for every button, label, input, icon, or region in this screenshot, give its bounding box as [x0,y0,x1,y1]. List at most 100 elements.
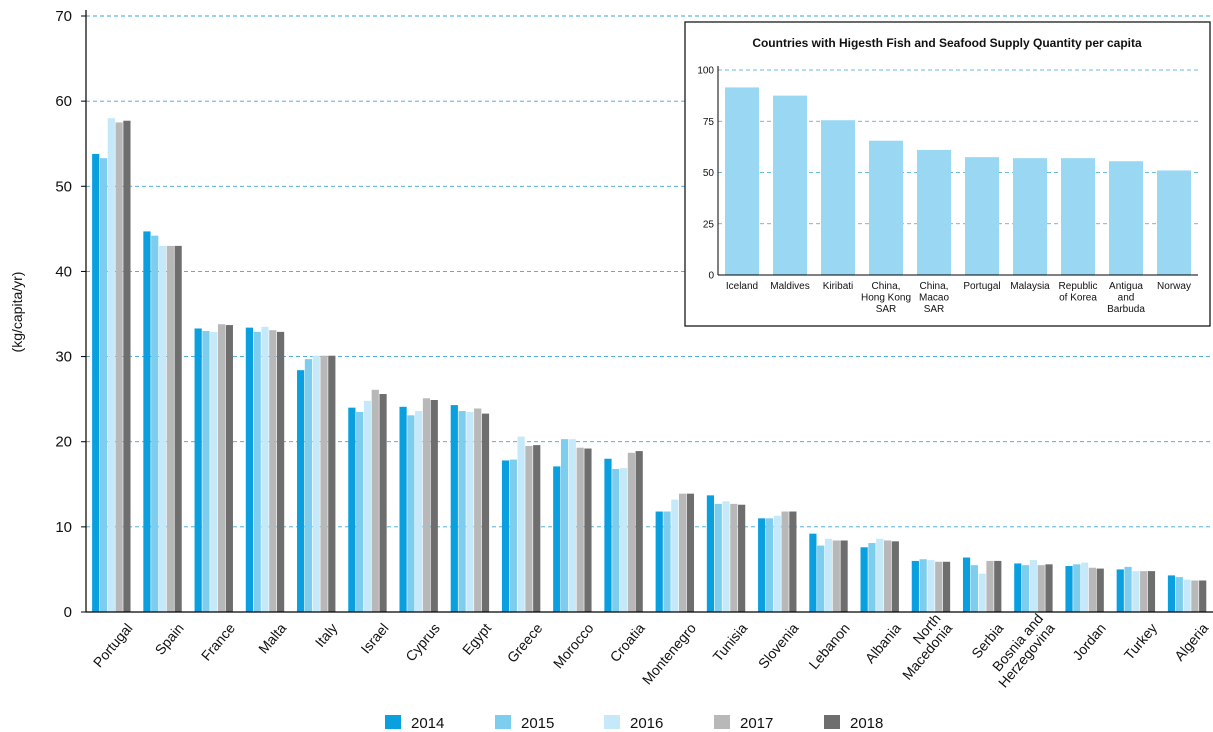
bar-2015 [100,158,107,612]
x-tick-label: Croatia [607,620,648,665]
bar-2016 [876,539,883,612]
inset-x-tick-label: Kiribati [823,281,854,292]
inset-y-tick-label: 25 [703,219,715,230]
bar-2016 [1132,571,1139,612]
bar-2015 [715,504,722,612]
bar-2014 [1065,566,1072,612]
bar-2016 [927,560,934,612]
bar-2018 [1097,569,1104,612]
bar-2017 [372,390,379,612]
bar-2017 [730,504,737,612]
bar-2017 [218,324,225,612]
bar-2018 [892,541,899,612]
bar-2017 [525,446,532,612]
bar-2017 [1140,571,1147,612]
bar-2018 [789,512,796,612]
inset-bar [917,150,951,275]
inset-title: Countries with Higesth Fish and Seafood … [752,36,1142,50]
legend-swatch-2018 [824,715,840,729]
legend-label-2014: 2014 [411,715,444,732]
x-tick-label: Albania [862,620,904,666]
x-tick-label: Greece [504,620,546,666]
bar-2015 [612,469,619,612]
bar-2016 [1030,560,1037,612]
bar-2018 [123,121,130,612]
bar-2018 [994,561,1001,612]
x-tick-label: Montenegro [639,620,699,688]
x-tick-label: Spain [152,620,187,658]
bar-2017 [628,453,635,612]
inset-chart: Countries with Higesth Fish and Seafood … [685,22,1210,326]
bar-2016 [364,401,371,612]
bar-2015 [1073,564,1080,612]
inset-bar [725,87,759,275]
bar-2016 [1183,580,1190,612]
bar-2016 [108,118,115,612]
bar-2014 [297,370,304,612]
bar-2015 [510,460,517,612]
inset-bar [1109,161,1143,275]
bar-2014 [707,495,714,612]
bar-2015 [254,332,261,612]
x-tick-label: Malta [255,620,289,657]
bar-2017 [577,448,584,612]
bar-2018 [277,332,284,612]
x-tick-label: NorthMacedonia [887,610,955,683]
y-tick-label: 40 [55,263,72,280]
bar-2014 [502,460,509,612]
bar-2014 [1117,569,1124,612]
bar-2017 [884,540,891,612]
inset-x-tick-label: Republic of Korea [1059,281,1098,304]
bar-2014 [861,547,868,612]
bar-2018 [636,451,643,612]
bar-2018 [533,445,540,612]
legend-label-2015: 2015 [521,715,554,732]
bar-2014 [758,518,765,612]
bar-2014 [1014,563,1021,612]
inset-x-tick-label: Portugal [963,281,1000,292]
bar-2016 [1081,563,1088,612]
bar-2015 [1124,567,1131,612]
inset-bar [1061,158,1095,275]
legend-swatch-2014 [385,715,401,729]
legend-label-2018: 2018 [850,715,883,732]
y-axis-label: (kg/capita/yr) [9,272,25,353]
bar-2015 [356,412,363,612]
bar-2015 [459,411,466,612]
y-tick-label: 0 [64,604,72,621]
bar-2015 [868,543,875,612]
x-tick-label: Italy [312,620,341,650]
bar-2017 [986,561,993,612]
bar-2014 [809,534,816,612]
bar-2015 [766,518,773,612]
bar-2018 [175,246,182,612]
bar-2017 [781,512,788,612]
bar-2017 [116,122,123,612]
x-tick-label: Tunisia [709,620,750,665]
bar-2016 [415,411,422,612]
y-tick-label: 10 [55,519,72,536]
x-tick-label: Israel [357,620,391,657]
x-tick-label: Lebanon [805,620,852,672]
bar-2016 [210,332,217,612]
legend-label-2017: 2017 [740,715,773,732]
bar-2017 [167,246,174,612]
bar-2016 [774,516,781,612]
inset-bar [869,141,903,275]
y-tick-label: 20 [55,434,72,451]
legend: 2014 2015 2016 2017 2018 [385,715,883,732]
bar-2016 [518,437,525,612]
x-tick-label: Turkey [1121,620,1160,663]
bar-2014 [963,558,970,612]
bar-2018 [1199,580,1206,612]
bar-2017 [423,398,430,612]
bar-2018 [1148,571,1155,612]
bar-2014 [143,231,150,612]
bar-2015 [1022,565,1029,612]
bar-2016 [313,356,320,612]
bar-2018 [482,414,489,612]
bar-2017 [320,356,327,612]
bar-2016 [825,539,832,612]
bar-2017 [269,330,276,612]
legend-swatch-2015 [495,715,511,729]
